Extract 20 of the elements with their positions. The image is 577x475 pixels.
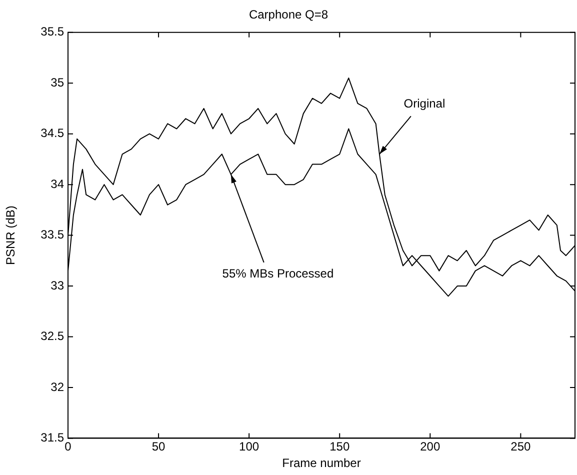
x-axis-title: Frame number (282, 456, 361, 470)
annotation: Original (404, 96, 446, 110)
y-tick-label: 33 (50, 278, 64, 292)
x-tick-label: 0 (64, 440, 72, 454)
x-tick-label: 50 (152, 440, 166, 454)
y-tick-label: 33.5 (40, 228, 64, 242)
y-tick-label: 31.5 (40, 430, 64, 445)
y-tick-label: 34.5 (40, 126, 64, 140)
chart-title: Carphone Q=8 (248, 8, 328, 22)
y-axis-title: PSNR (dB) (4, 206, 18, 265)
x-tick-label: 200 (420, 440, 440, 454)
y-tick-label: 34 (50, 176, 64, 191)
y-tick-label: 32 (50, 380, 64, 394)
x-tick-label: 100 (239, 440, 260, 454)
x-tick-label: 250 (510, 440, 532, 454)
y-tick-label: 32.5 (40, 329, 64, 344)
x-tick-label: 150 (330, 440, 350, 454)
y-tick-label: 35 (50, 75, 64, 90)
y-tick-label: 35.5 (40, 24, 64, 39)
annotation: 55% MBs Processed (222, 266, 334, 281)
